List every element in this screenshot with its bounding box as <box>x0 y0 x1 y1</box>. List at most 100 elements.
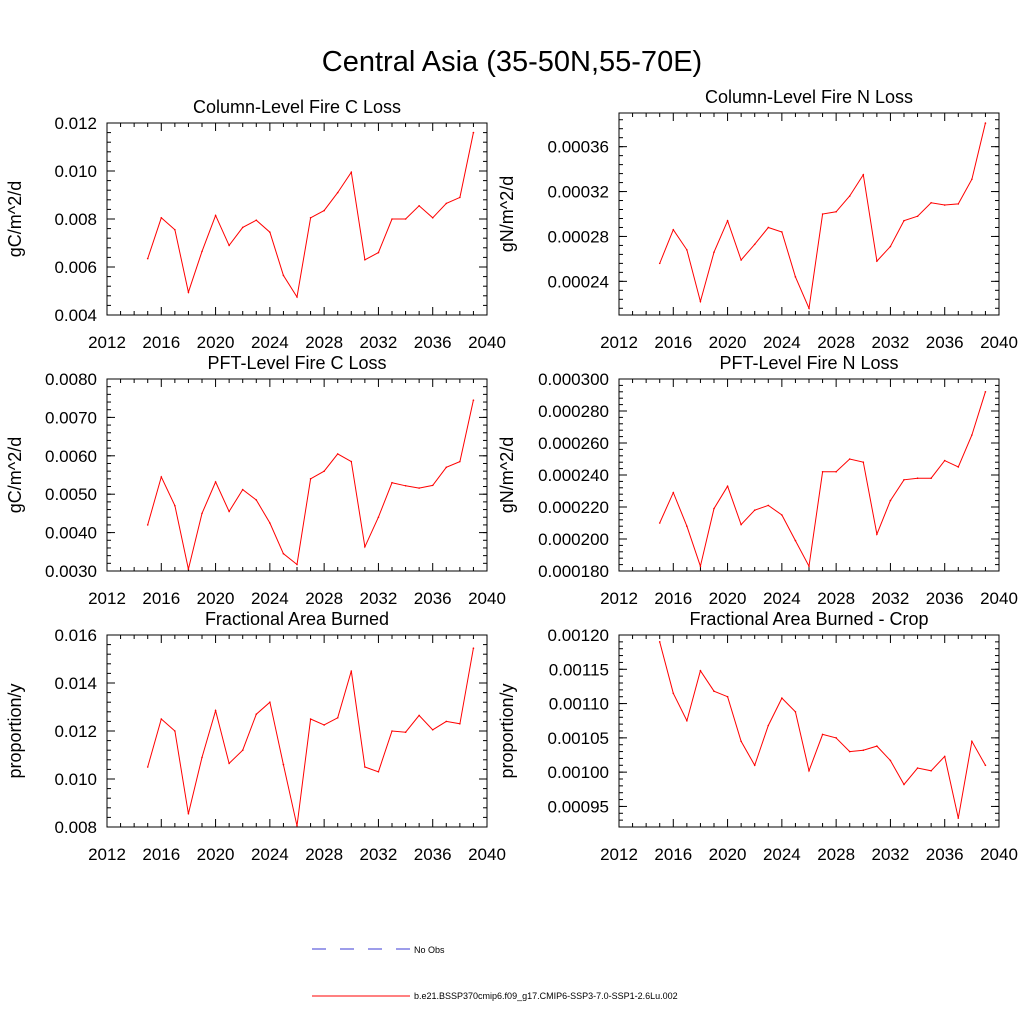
plot-frame <box>618 378 1000 572</box>
y-tick-label: 0.000180 <box>538 562 609 581</box>
data-point <box>418 714 420 717</box>
data-point <box>296 296 298 298</box>
data-point <box>418 205 420 207</box>
panel-title: PFT-Level Fire C Loss <box>207 353 386 373</box>
data-point <box>916 767 919 769</box>
y-tick-label: 0.000200 <box>538 530 609 549</box>
data-point <box>459 460 461 463</box>
data-point <box>459 196 461 199</box>
data-point <box>862 749 865 751</box>
data-point <box>228 244 230 247</box>
x-tick-label: 2040 <box>468 333 506 352</box>
data-point <box>228 762 230 765</box>
x-tick-label: 2036 <box>926 845 964 864</box>
y-tick-label: 0.010 <box>54 162 97 181</box>
data-point <box>984 391 987 393</box>
series-line <box>659 122 986 311</box>
data-point <box>699 565 702 567</box>
data-point <box>794 711 797 713</box>
y-tick-label: 0.012 <box>54 114 97 133</box>
data-point <box>943 755 946 758</box>
data-point <box>767 504 770 507</box>
data-point <box>404 218 407 220</box>
data-point <box>971 178 973 181</box>
data-point <box>350 670 353 672</box>
plot-frame <box>618 634 1000 828</box>
data-point <box>699 669 702 672</box>
data-point <box>241 488 244 491</box>
data-point <box>957 466 960 468</box>
y-axis-label: gN/m^2/d <box>497 176 517 252</box>
data-point <box>889 245 892 248</box>
data-point <box>767 724 770 727</box>
x-tick-label: 2040 <box>980 589 1018 608</box>
data-point <box>835 737 837 739</box>
data-point <box>713 690 715 693</box>
y-tick-label: 0.00032 <box>548 183 609 202</box>
y-tick-label: 0.00024 <box>548 272 609 291</box>
data-point <box>146 524 149 526</box>
data-point <box>472 647 475 649</box>
x-tick-label: 2040 <box>468 845 506 864</box>
data-point <box>672 491 675 494</box>
data-point <box>930 477 932 480</box>
data-point <box>418 487 420 489</box>
data-point <box>201 512 203 515</box>
data-point <box>269 522 271 524</box>
data-point <box>255 219 258 221</box>
data-point <box>214 481 217 483</box>
data-point <box>282 552 285 555</box>
data-point <box>876 533 878 535</box>
data-point <box>808 307 810 310</box>
data-point <box>391 481 393 484</box>
data-point <box>943 204 946 206</box>
x-tick-label: 2016 <box>142 589 180 608</box>
x-tick-label: 2020 <box>197 333 235 352</box>
data-point <box>431 217 434 219</box>
data-point <box>160 718 163 720</box>
y-axis-label: proportion/y <box>497 683 517 778</box>
data-point <box>391 730 393 732</box>
data-point <box>146 766 149 768</box>
y-tick-label: 0.00115 <box>549 660 609 679</box>
data-point <box>686 719 688 722</box>
data-point <box>350 460 353 463</box>
data-point <box>821 733 824 736</box>
x-tick-label: 2024 <box>251 333 289 352</box>
y-tick-label: 0.0070 <box>45 408 97 427</box>
x-tick-label: 2032 <box>360 589 398 608</box>
data-point <box>309 217 312 219</box>
y-tick-label: 0.000220 <box>538 498 609 517</box>
data-point <box>187 291 190 294</box>
x-tick-label: 2032 <box>360 333 398 352</box>
data-point <box>889 759 892 762</box>
x-tick-label: 2028 <box>305 333 343 352</box>
data-point <box>174 730 176 732</box>
data-point <box>336 191 339 194</box>
y-tick-label: 0.004 <box>54 306 97 325</box>
data-point <box>459 723 461 725</box>
data-point <box>282 763 285 766</box>
data-point <box>296 563 298 566</box>
x-tick-label: 2012 <box>600 589 638 608</box>
plot-frame <box>106 634 488 828</box>
data-point <box>336 717 339 719</box>
chart-panel-6: Fractional Area Burned - Crop proportion/… <box>497 609 1018 864</box>
y-tick-label: 0.000280 <box>538 402 609 421</box>
data-point <box>943 459 946 462</box>
y-tick-label: 0.010 <box>54 770 97 789</box>
legend-obs-label: No Obs <box>414 945 445 955</box>
data-point <box>174 229 176 231</box>
legend: No Obs b.e21.BSSP370cmip6.f09_g17.CMIP6-… <box>312 945 678 1001</box>
data-point <box>377 251 380 254</box>
data-point <box>282 274 285 277</box>
data-point <box>794 276 797 278</box>
series-line <box>659 641 986 819</box>
series-line <box>659 391 986 569</box>
data-point <box>794 539 797 542</box>
data-point <box>889 499 892 502</box>
y-tick-label: 0.00095 <box>548 797 609 816</box>
data-point <box>781 514 783 516</box>
data-point <box>876 260 878 262</box>
y-tick-label: 0.000260 <box>538 434 609 453</box>
